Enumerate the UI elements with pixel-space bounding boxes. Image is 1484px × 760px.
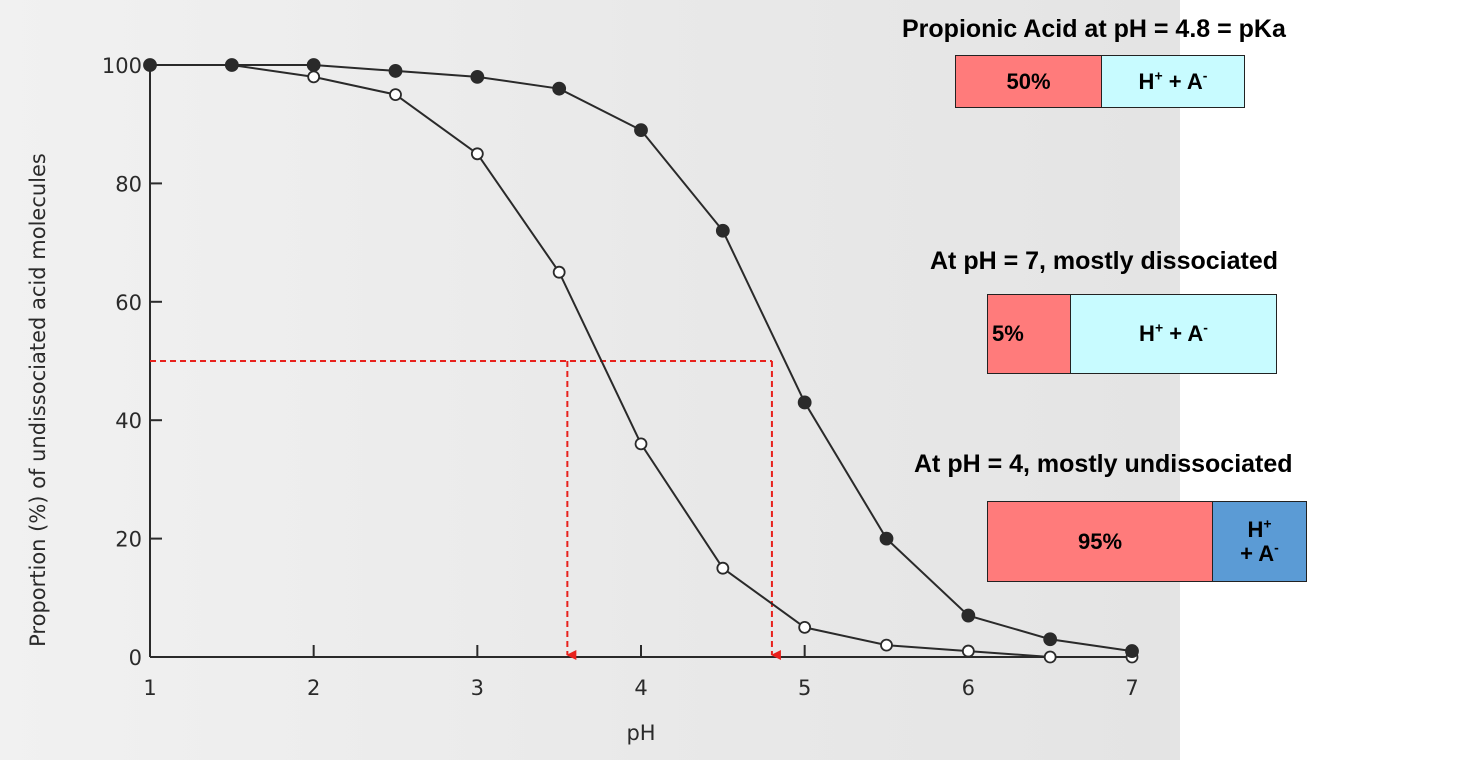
series-2-point (797, 395, 812, 410)
x-tick-label: 5 (798, 676, 811, 700)
y-tick-label: 40 (115, 409, 142, 433)
series-2-point (634, 123, 648, 138)
series-1-point (961, 644, 975, 658)
x-tick-label: 7 (1125, 676, 1138, 700)
y-tick-label: 80 (115, 172, 142, 196)
series-1-point (552, 265, 566, 279)
series-2-point (1043, 632, 1058, 647)
y-tick-label: 100 (102, 54, 142, 78)
panel-ph4-dissociated-segment: H+ + A- (1212, 502, 1306, 581)
series-1-point (880, 638, 893, 652)
y-axis-label: Proportion (%) of undissociated acid mol… (26, 153, 50, 647)
x-tick-label: 6 (962, 676, 975, 700)
series-2-point (306, 58, 321, 72)
series-2-point (879, 531, 894, 546)
x-tick-label: 1 (143, 676, 156, 700)
panel-ph7-dissociated-label: H+ + A- (1139, 320, 1208, 347)
series-2-point (552, 81, 567, 96)
series-line-2 (150, 64, 1133, 653)
series-2-point (715, 223, 730, 238)
series-1-point (1043, 650, 1057, 664)
series-1-point (307, 70, 321, 84)
panel-ph4-bar: 95% H+ + A- (987, 501, 1307, 582)
y-tick-label: 60 (115, 291, 142, 315)
panel-ph7-undissociated-label: 5% (992, 321, 1024, 347)
series-1-point (470, 147, 484, 161)
chart-ticks: 1 2 3 4 5 6 7 0 20 40 60 80 100 (102, 54, 1139, 700)
panel-ph7-bar: 5% H+ + A- (987, 294, 1277, 374)
panel-ph4-dissociated-label: H+ + A- (1240, 516, 1279, 566)
series-2-point (143, 58, 157, 72)
x-tick-label: 3 (471, 676, 484, 700)
panel-ph4-title: At pH = 4, mostly undissociated (914, 450, 1293, 478)
y-tick-label: 20 (115, 528, 142, 552)
panel-pka-undissociated-segment: 50% (956, 56, 1101, 107)
panel-pka-undissociated-label: 50% (1006, 68, 1051, 94)
panel-ph4-undissociated-segment: 95% (988, 502, 1212, 581)
series-1-point (634, 437, 648, 451)
series-2-point (388, 64, 403, 78)
pka-guide-lines (150, 360, 781, 660)
panel-pka-dissociated-label: H+ + A- (1138, 67, 1208, 94)
y-tick-label: 0 (129, 646, 142, 670)
panel-ph7-title: At pH = 7, mostly dissociated (930, 247, 1279, 275)
scanned-page-background (0, 0, 1180, 760)
series-2-point (1125, 644, 1139, 658)
series-1-point (389, 88, 402, 101)
panel-ph7-undissociated-segment: 5% (988, 295, 1070, 373)
x-tick-label: 4 (634, 676, 647, 700)
dissociation-chart: 1 2 3 4 5 6 7 0 20 40 60 80 100 pH Proportion (%) of… (26, 54, 1139, 745)
chart-series (143, 58, 1139, 664)
series-2-point (224, 58, 239, 72)
series-1-point (716, 561, 730, 575)
series-1-point (798, 621, 812, 634)
panel-pka-dissociated-segment: H+ + A- (1101, 56, 1244, 107)
series-2-point (470, 69, 485, 84)
x-tick-label: 2 (307, 676, 320, 700)
x-axis-label: pH (626, 721, 655, 745)
series-2-point (961, 608, 976, 623)
panel-ph4-undissociated-label: 95% (1077, 528, 1123, 554)
panel-pka-bar: 50% H+ + A- (955, 55, 1245, 108)
panel-pka-title: Propionic Acid at pH = 4.8 = pKa (902, 15, 1286, 43)
panel-ph7-dissociated-segment: H+ + A- (1070, 295, 1276, 373)
